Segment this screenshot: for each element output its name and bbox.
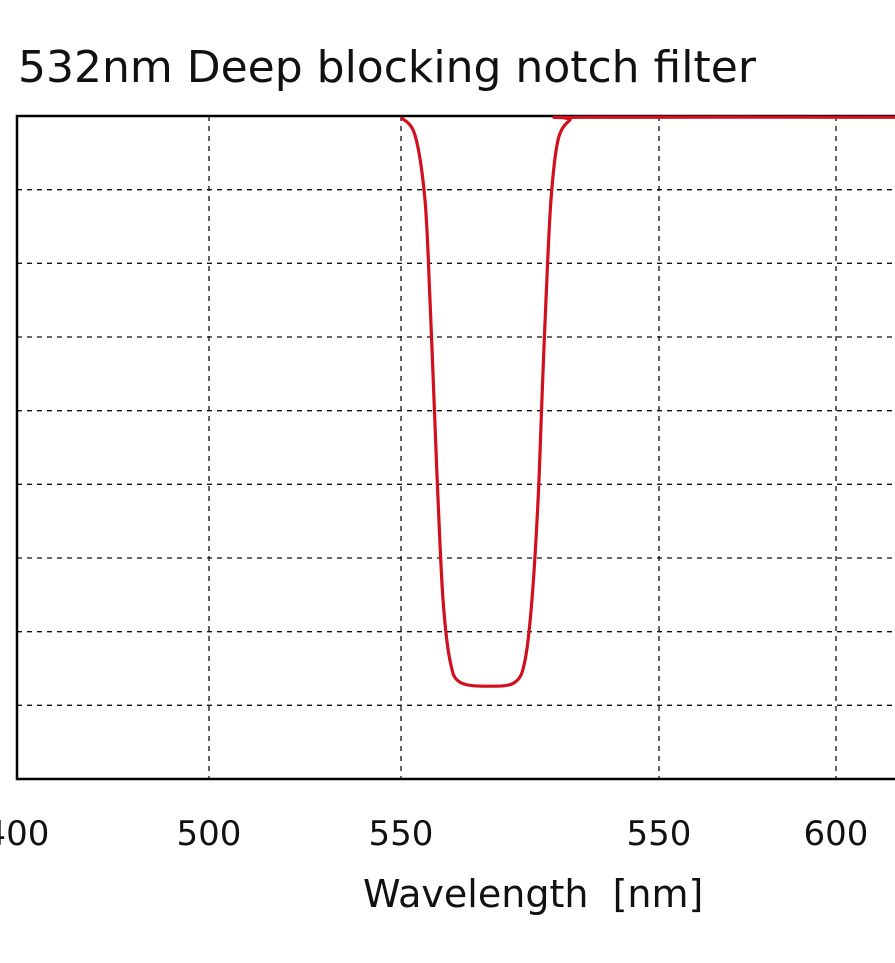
transmission-curve (399, 115, 895, 688)
x-tick-label: 500 (177, 814, 242, 854)
x-axis-label: Wavelength [nm] (363, 872, 704, 916)
x-tick-label: 550 (627, 814, 692, 854)
x-tick-label: 400 (0, 814, 49, 854)
plot-frame (15, 114, 895, 781)
x-tick-label: 550 (369, 814, 434, 854)
chart-title: 532nm Deep blocking notch filter (18, 42, 756, 93)
x-tick-label: 600 (804, 814, 869, 854)
